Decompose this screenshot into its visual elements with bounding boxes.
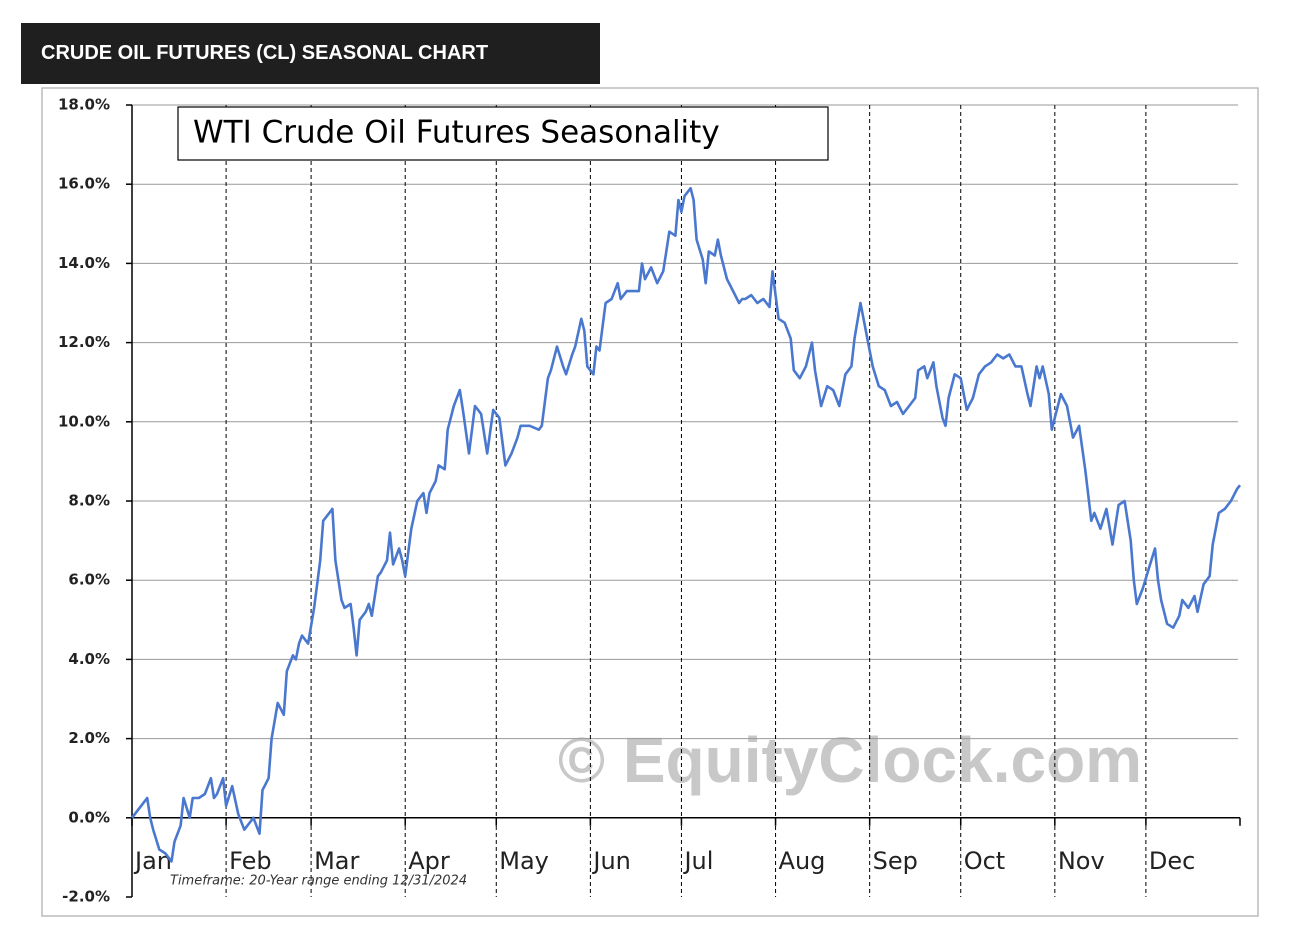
plot: -2.0% 0.0% 2.0% 4.0% 6.0% 8.0% 10.0% 12.0% 14.0%… xyxy=(58,96,1242,906)
y-tick-label: 16.0% xyxy=(58,175,110,193)
x-tick-label: Nov xyxy=(1058,847,1105,875)
title-box xyxy=(177,106,829,161)
y-tick-label: 0.0% xyxy=(68,808,110,826)
x-tick-label: Dec xyxy=(1149,847,1195,875)
timeframe-note: Timeframe: 20-Year range ending 12/31/20… xyxy=(170,874,467,889)
watermark: © EquityClock.com xyxy=(558,724,1142,796)
y-tick-label: 10.0% xyxy=(58,412,110,430)
x-tick-label: Feb xyxy=(229,847,272,875)
chart-frame xyxy=(41,87,1259,917)
y-tick-label: -2.0% xyxy=(62,888,110,906)
x-tick-label: Aug xyxy=(779,847,826,875)
x-tick-label: Jul xyxy=(682,847,713,875)
x-tick-label: Apr xyxy=(408,847,450,875)
y-tick-label: 2.0% xyxy=(68,729,110,747)
y-tick-label: 4.0% xyxy=(68,650,110,668)
x-tick-label: Jan xyxy=(133,847,172,875)
y-tick-label: 14.0% xyxy=(58,254,110,272)
x-tick-label: Mar xyxy=(314,847,359,875)
y-tick-label: 8.0% xyxy=(68,492,110,510)
header-title: CRUDE OIL FUTURES (CL) SEASONAL CHART xyxy=(21,23,600,84)
x-tick-label: Jun xyxy=(591,847,631,875)
chart-title: WTI Crude Oil Futures Seasonality xyxy=(193,115,720,151)
y-tick-label: 12.0% xyxy=(58,333,110,351)
y-tick-label: 6.0% xyxy=(68,571,110,589)
series-line xyxy=(130,186,1242,863)
x-tick-label: May xyxy=(499,847,549,875)
x-tick-label: Oct xyxy=(964,847,1006,875)
x-tick-label: Sep xyxy=(873,847,918,875)
y-tick-label: 18.0% xyxy=(58,96,110,114)
